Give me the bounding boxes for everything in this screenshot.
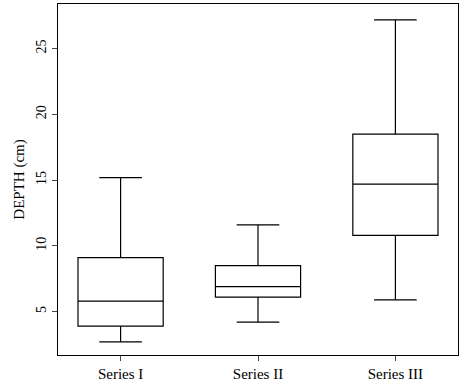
svg-text:20: 20 — [34, 105, 49, 119]
svg-text:15: 15 — [34, 171, 49, 185]
svg-text:DEPTH (cm): DEPTH (cm) — [11, 139, 28, 219]
svg-text:Series I: Series I — [98, 366, 143, 382]
svg-text:25: 25 — [34, 40, 49, 54]
svg-text:Series III: Series III — [368, 366, 423, 382]
svg-text:10: 10 — [34, 237, 49, 251]
svg-text:5: 5 — [34, 306, 49, 313]
svg-text:Series II: Series II — [233, 366, 283, 382]
